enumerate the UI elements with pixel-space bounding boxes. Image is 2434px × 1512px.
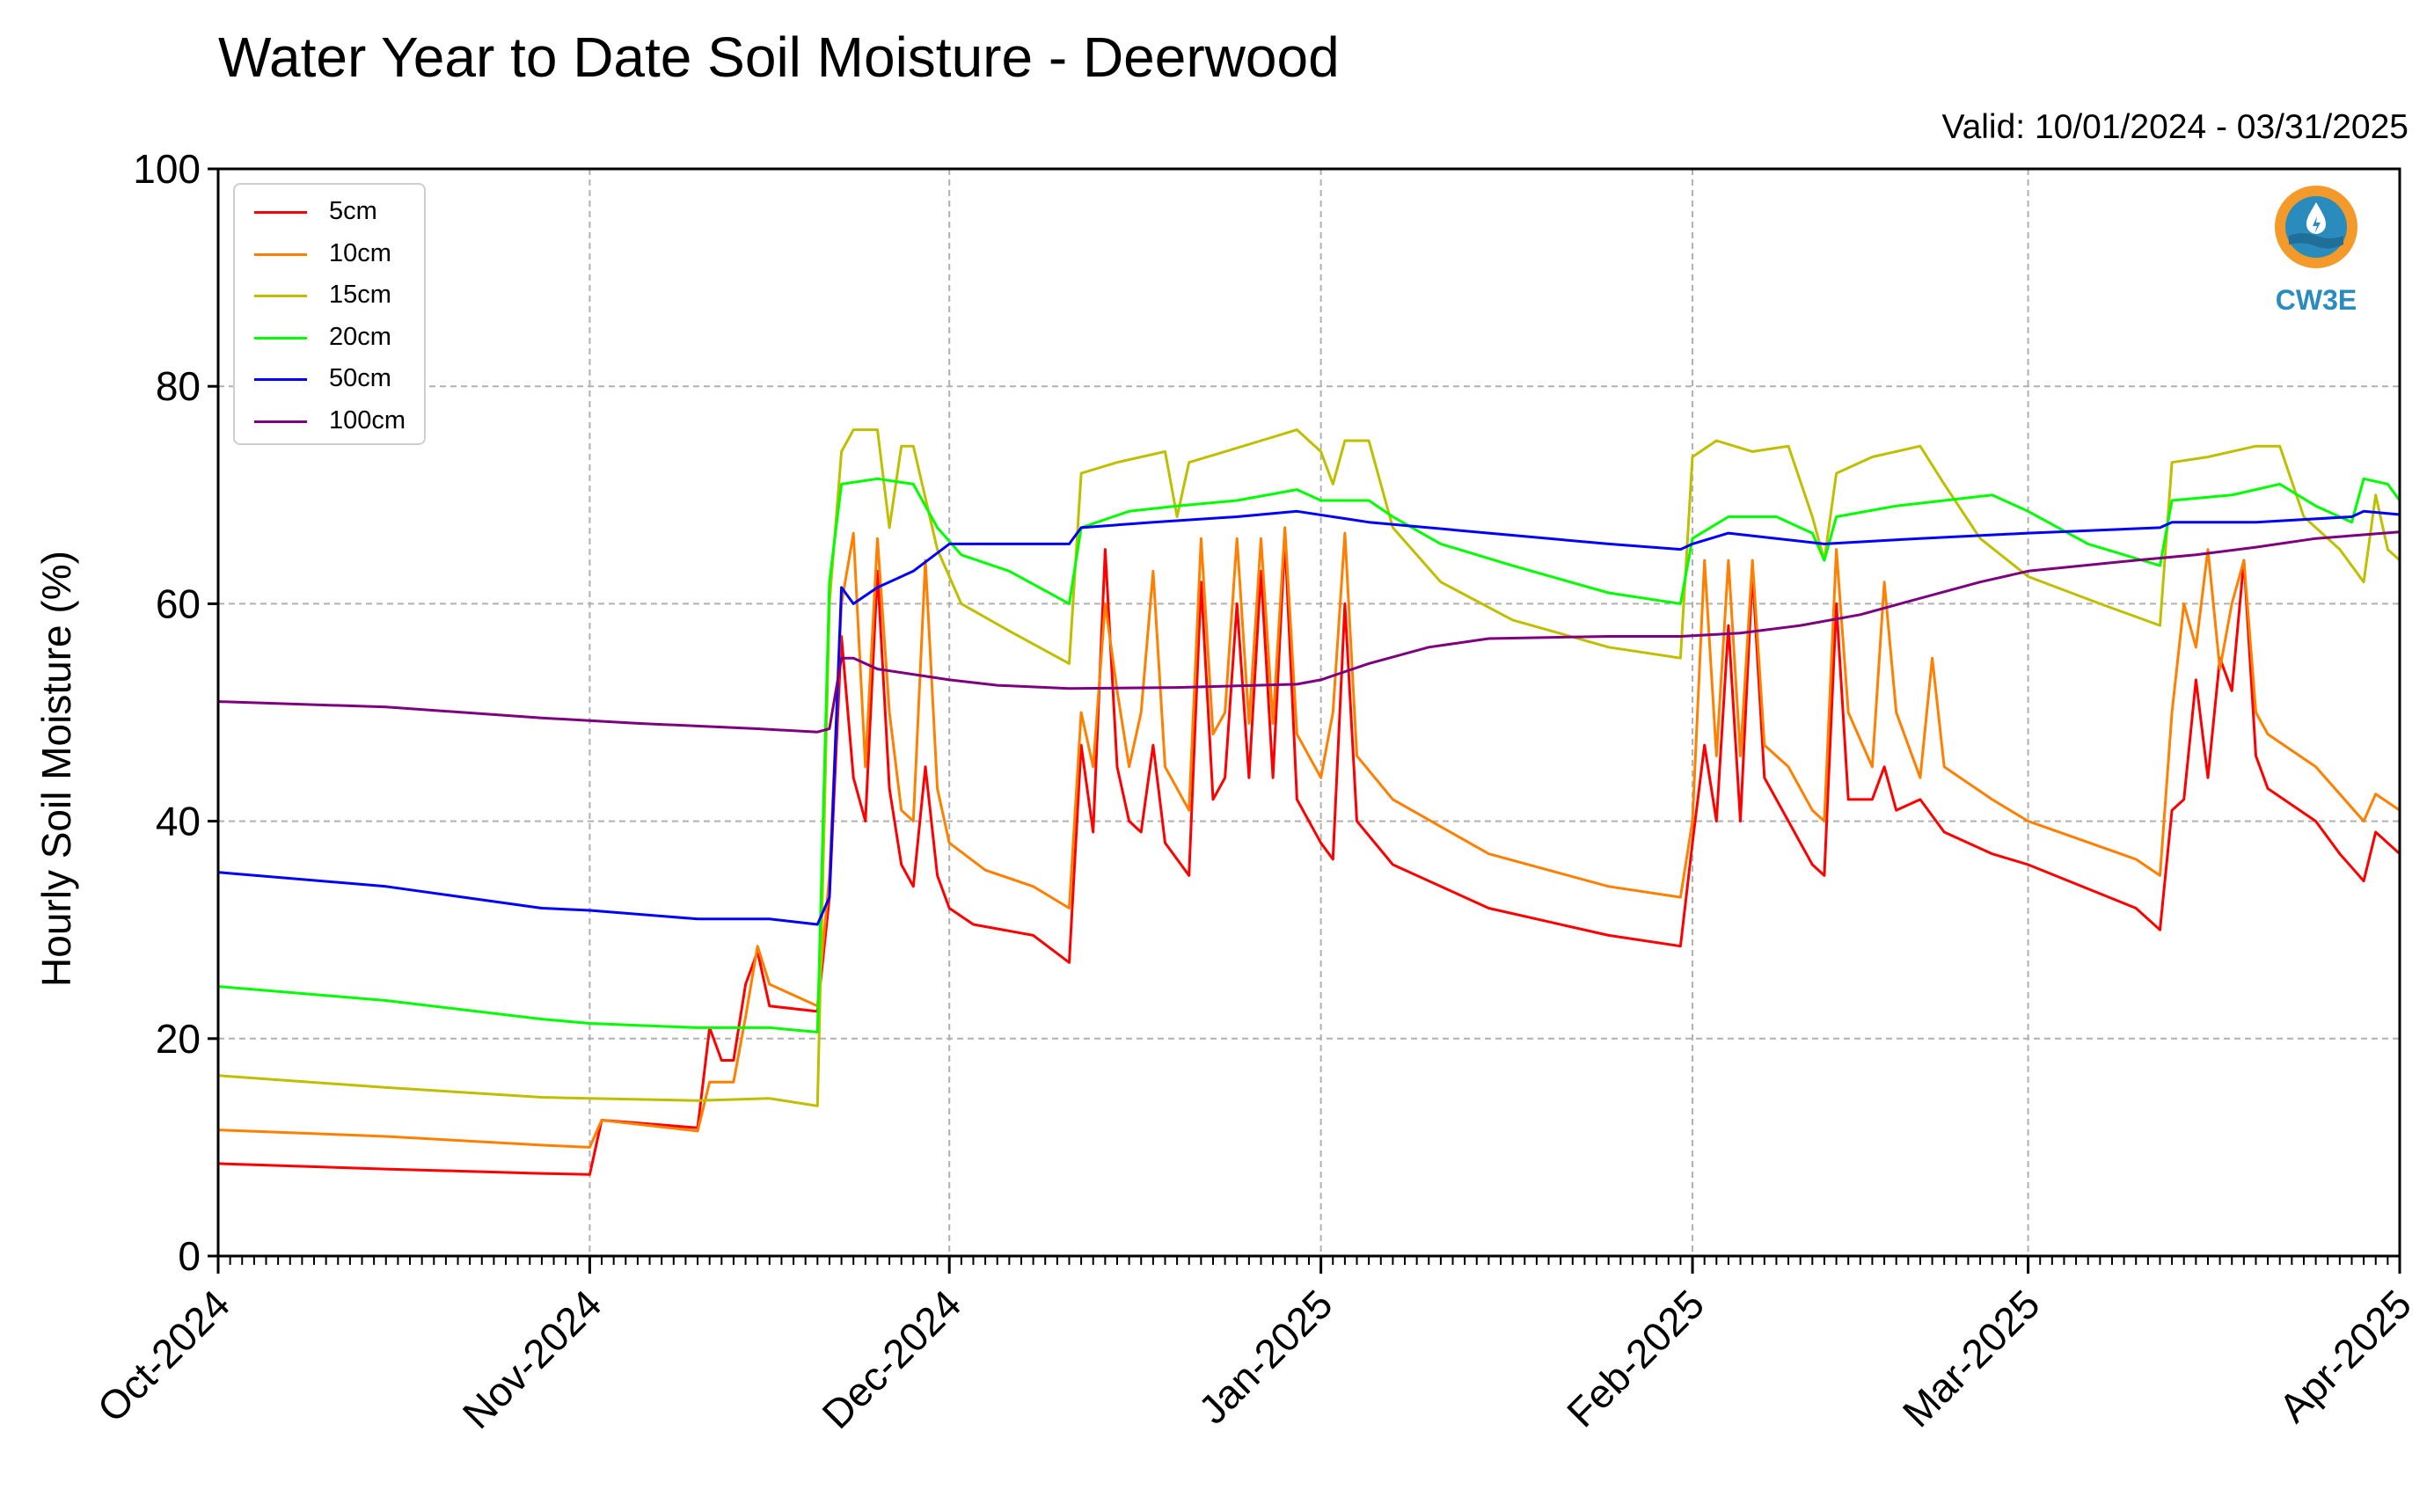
chart-subtitle: Valid: 10/01/2024 - 03/31/2025: [1941, 108, 2408, 146]
cw3e-logo: CW3E: [2268, 181, 2365, 318]
axis-ticks: 0 20 40 60 80 100 Oct-2024 Nov-2024 Dec-2024 Jan-…: [89, 146, 2421, 1437]
legend-swatch: [254, 252, 307, 256]
legend-item-5cm: 5cm: [235, 192, 424, 234]
x-tick-label: Oct-2024: [89, 1281, 239, 1431]
legend-swatch: [254, 378, 307, 381]
legend-swatch: [254, 336, 307, 340]
y-tick-label: 100: [133, 146, 201, 192]
legend-item-20cm: 20cm: [235, 318, 424, 360]
legend-item-15cm: 15cm: [235, 275, 424, 318]
legend-item-100cm: 100cm: [235, 401, 424, 443]
legend-swatch: [254, 211, 307, 214]
x-tick-label: Feb-2025: [1558, 1281, 1713, 1435]
axes-frame: [216, 167, 2401, 1258]
legend-label: 5cm: [329, 197, 377, 225]
legend-label: 10cm: [329, 238, 391, 267]
series-line-20cm: [217, 477, 2401, 1034]
logo-text: CW3E: [2276, 284, 2357, 316]
y-tick-label: 20: [156, 1016, 201, 1062]
series-line-50cm: [217, 509, 2401, 926]
legend-label: 15cm: [329, 281, 391, 309]
legend-swatch: [254, 420, 307, 423]
series-line-10cm: [217, 526, 2401, 1149]
legend: 5cm 10cm 15cm 20cm 50cm 100cm: [233, 183, 426, 445]
grid-lines: [218, 169, 2400, 1256]
series-lines: [217, 428, 2401, 1176]
x-tick-label: Dec-2024: [813, 1281, 969, 1437]
legend-label: 20cm: [329, 322, 391, 351]
y-tick-label: 60: [156, 581, 201, 626]
series-line-5cm: [217, 537, 2401, 1176]
x-tick-label: Nov-2024: [454, 1281, 610, 1437]
chart-title: Water Year to Date Soil Moisture - Deerw…: [218, 26, 1340, 89]
series-line-100cm: [217, 530, 2401, 734]
series-line-15cm: [217, 428, 2401, 1107]
x-tick-label: Jan-2025: [1189, 1281, 1341, 1432]
x-tick-label: Apr-2025: [2270, 1281, 2420, 1431]
y-tick-label: 40: [156, 799, 201, 844]
legend-label: 100cm: [329, 405, 406, 435]
y-tick-label: 80: [156, 363, 201, 409]
logo-icon: CW3E: [2275, 186, 2357, 316]
legend-item-10cm: 10cm: [235, 234, 424, 276]
x-tick-label: Mar-2025: [1894, 1281, 2049, 1435]
legend-label: 50cm: [329, 364, 391, 392]
y-tick-label: 0: [178, 1233, 201, 1279]
legend-swatch: [254, 295, 307, 297]
legend-item-50cm: 50cm: [235, 359, 424, 401]
